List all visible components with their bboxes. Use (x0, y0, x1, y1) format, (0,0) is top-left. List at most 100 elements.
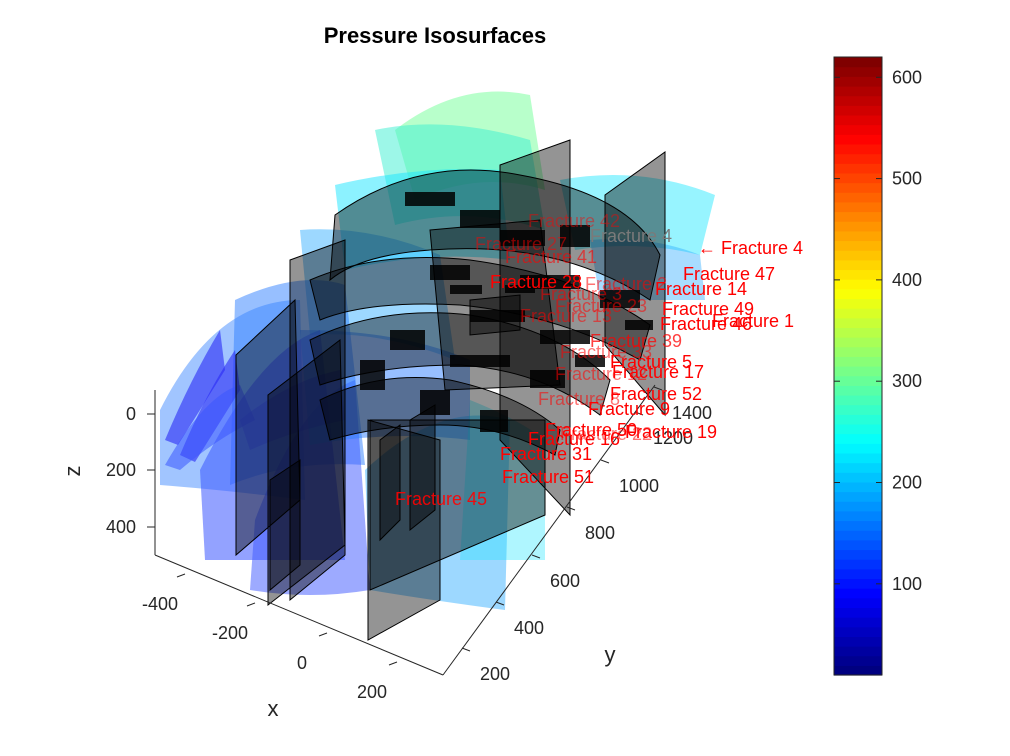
x-tick-label: 200 (357, 682, 387, 702)
y-tick-label: 1000 (619, 476, 659, 496)
isosurface-6 (590, 239, 705, 300)
fracture-intersection-16 (575, 355, 605, 367)
colorbar-band (834, 346, 882, 357)
y-tick-mark (461, 647, 471, 652)
y-tick-label: 1200 (653, 428, 693, 448)
fracture-intersection-13 (420, 390, 450, 415)
colorbar-band (834, 269, 882, 280)
fracture-label: Fracture 9 (588, 399, 670, 419)
fracture-intersection-4 (560, 225, 590, 247)
colorbar-band (834, 211, 882, 222)
colorbar-tick-label: 100 (892, 574, 922, 594)
fracture-label: Fracture 5 (610, 352, 692, 372)
z-axis-label: z (60, 466, 85, 477)
z-tick-label: 400 (106, 517, 136, 537)
fracture-plane-6 (604, 151, 666, 417)
isosurface-14 (165, 330, 225, 445)
colorbar-band (834, 520, 882, 531)
colorbar-band (834, 462, 882, 473)
y-tick-mark (634, 411, 644, 416)
fracture-label: Fracture 14 (655, 279, 747, 299)
y-tick-mark (653, 386, 663, 391)
fracture-label: Fracture 28 (490, 272, 582, 292)
colorbar-band (834, 182, 882, 193)
fracture-label: Fracture 39 (590, 331, 682, 351)
fracture-intersection-15 (480, 410, 508, 432)
fracture-label: Fracture 49 (662, 299, 754, 319)
colorbar-band (834, 539, 882, 551)
colorbar-band (834, 153, 882, 164)
colorbar-band (834, 452, 882, 464)
y-tick-label: 800 (585, 523, 615, 543)
colorbar-band (834, 394, 882, 406)
fracture-intersection-18 (505, 285, 535, 293)
z-tick-label: 200 (106, 460, 136, 480)
x-axis-label: x (268, 696, 279, 721)
chart-title: Pressure Isosurfaces (324, 23, 547, 48)
fracture-label: Fracture 47 (683, 264, 775, 284)
fracture-intersection-19 (450, 285, 482, 294)
colorbar-band (834, 491, 882, 502)
y-tick-label: 200 (480, 664, 510, 684)
fracture-intersection-3 (500, 230, 545, 246)
colorbar-band (834, 337, 882, 348)
colorbar-band (834, 597, 882, 609)
y-tick-label: 1400 (672, 403, 712, 423)
fracture-plane-layer (235, 139, 666, 641)
colorbar-band (834, 588, 882, 599)
fracture-plane-8 (289, 239, 346, 602)
fracture-label: Fracture 1 (712, 311, 794, 331)
fracture-intersection-11 (450, 355, 510, 367)
fracture-plane-10 (367, 419, 441, 641)
x-tick-label: -400 (142, 594, 178, 614)
colorbar-band (834, 298, 882, 309)
colorbar-band (834, 366, 882, 377)
colorbar-band (834, 201, 882, 213)
colorbar-band (834, 414, 882, 425)
colorbar-tick-label: 200 (892, 473, 922, 493)
z-tick-label: 0 (126, 404, 136, 424)
isosurface-16 (165, 385, 255, 470)
fracture-intersection-7 (600, 290, 640, 308)
colorbar-band (834, 472, 882, 483)
x-axis-line (154, 554, 444, 676)
colorbar-band (834, 230, 882, 242)
fracture-label: Fracture 4 (590, 226, 672, 246)
colorbar-band (834, 423, 882, 435)
colorbar-band (834, 114, 882, 126)
colorbar-band (834, 433, 882, 444)
y-tick-mark (566, 506, 576, 511)
colorbar-band (834, 578, 882, 589)
fracture-label-occluded: Fracture 22 (560, 424, 652, 444)
x-tick-mark (246, 602, 256, 607)
colorbar-band (834, 288, 882, 300)
fracture-label: Fracture 50 (545, 420, 637, 440)
fracture-label-occluded: Fracture 33 (560, 342, 652, 362)
fracture-intersection-12 (360, 360, 385, 390)
x-tick-mark (388, 661, 398, 666)
fracture-intersection-1 (405, 192, 455, 206)
colorbar-frame (833, 56, 883, 676)
fracture-label: Fracture 51 (502, 467, 594, 487)
fracture-label: Fracture 41 (505, 247, 597, 267)
colorbar-band (834, 327, 882, 338)
fracture-label-occluded: Fracture 23 (555, 296, 647, 316)
colorbar-band (834, 665, 882, 676)
colorbar-band (834, 636, 882, 647)
isosurface-12 (365, 415, 510, 610)
colorbar-band (834, 192, 882, 203)
isosurface-4 (560, 175, 715, 255)
y-tick-mark (495, 601, 505, 606)
isosurface-17 (240, 370, 345, 450)
y-axis-line (442, 384, 656, 676)
colorbar-band (834, 317, 882, 328)
colorbar-band (834, 356, 882, 367)
fracture-label: Fracture 27 (475, 234, 567, 254)
colorbar-band (834, 76, 882, 87)
x-tick-mark (318, 632, 328, 637)
y-tick-mark (600, 459, 610, 464)
fracture-arrow-label: ← Fracture 4 (698, 238, 803, 258)
colorbar-band (834, 250, 882, 261)
fracture-label-occluded: Fracture 13 (520, 306, 612, 326)
